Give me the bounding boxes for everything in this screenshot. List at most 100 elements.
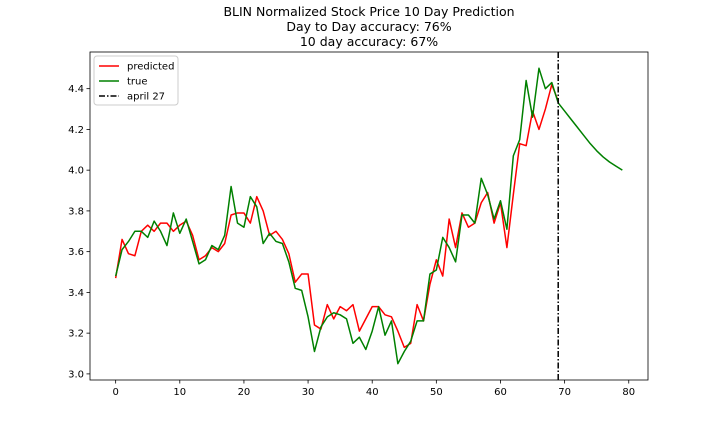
data-point-true xyxy=(505,228,508,231)
data-point-predicted xyxy=(537,128,540,131)
data-point-true xyxy=(435,268,438,271)
data-point-true xyxy=(287,260,290,263)
data-point-true xyxy=(204,258,207,261)
data-point-predicted xyxy=(274,230,277,233)
data-point-predicted xyxy=(358,330,361,333)
data-point-true xyxy=(416,319,419,322)
data-point-true xyxy=(582,134,585,137)
data-point-true xyxy=(390,319,393,322)
legend-label-true: true xyxy=(127,77,148,88)
data-point-predicted xyxy=(326,303,329,306)
data-point-true xyxy=(550,81,553,84)
x-tick-label: 30 xyxy=(302,387,315,398)
data-point-true xyxy=(563,109,566,112)
data-point-predicted xyxy=(364,317,367,320)
data-point-predicted xyxy=(281,238,284,241)
data-point-predicted xyxy=(255,195,258,198)
plot-area xyxy=(114,52,624,380)
data-point-true xyxy=(165,244,168,247)
data-point-predicted xyxy=(371,305,374,308)
data-point-true xyxy=(358,336,361,339)
data-point-true xyxy=(422,319,425,322)
data-point-true xyxy=(537,67,540,70)
data-point-true xyxy=(153,219,156,222)
data-point-predicted xyxy=(351,303,354,306)
y-tick-label: 3.4 xyxy=(68,288,84,299)
data-point-true xyxy=(409,340,412,343)
data-point-true xyxy=(223,234,226,237)
data-point-true xyxy=(480,177,483,180)
x-tick-label: 70 xyxy=(558,387,571,398)
data-point-true xyxy=(454,260,457,263)
data-point-true xyxy=(473,222,476,225)
data-point-predicted xyxy=(332,317,335,320)
data-point-predicted xyxy=(300,272,303,275)
data-point-true xyxy=(140,230,143,233)
data-point-predicted xyxy=(345,309,348,312)
data-point-true xyxy=(326,315,329,318)
x-tick-label: 80 xyxy=(622,387,635,398)
series-line-true xyxy=(114,67,623,365)
data-point-predicted xyxy=(467,226,470,229)
data-point-predicted xyxy=(544,107,547,110)
chart-title: BLIN Normalized Stock Price 10 Day Predi… xyxy=(223,4,514,19)
data-point-true xyxy=(621,169,624,172)
data-point-true xyxy=(383,334,386,337)
data-point-true xyxy=(512,154,515,157)
data-point-predicted xyxy=(505,246,508,249)
data-point-true xyxy=(146,236,149,239)
data-point-true xyxy=(460,213,463,216)
y-tick-label: 4.4 xyxy=(68,84,84,95)
data-point-predicted xyxy=(133,254,136,257)
data-point-predicted xyxy=(313,323,316,326)
data-point-true xyxy=(249,195,252,198)
chart-subtitle-day-accuracy: Day to Day accuracy: 76% xyxy=(286,19,451,34)
data-point-predicted xyxy=(159,222,162,225)
data-point-predicted xyxy=(230,213,233,216)
data-point-predicted xyxy=(306,272,309,275)
data-point-true xyxy=(602,155,605,158)
axes: 0 10 20 30 40 50 60 70 80 3.0 3.2 3.4 3.6 3.8 4.0 4.2 4.… xyxy=(68,51,649,398)
data-point-true xyxy=(255,205,258,208)
data-point-true xyxy=(313,350,316,353)
data-point-predicted xyxy=(242,211,245,214)
data-point-true xyxy=(518,138,521,141)
data-point-predicted xyxy=(165,222,168,225)
data-point-true xyxy=(492,217,495,220)
y-tick-label: 4.2 xyxy=(68,125,84,136)
data-point-true xyxy=(396,362,399,365)
data-point-true xyxy=(339,313,342,316)
data-point-true xyxy=(608,160,611,163)
data-point-true xyxy=(345,317,348,320)
chart-subtitle-ten-day-accuracy: 10 day accuracy: 67% xyxy=(300,34,438,49)
data-point-true xyxy=(114,275,117,278)
data-point-true xyxy=(467,213,470,216)
data-point-true xyxy=(185,217,188,220)
data-point-true xyxy=(230,185,233,188)
data-point-true xyxy=(351,342,354,345)
data-point-true xyxy=(569,118,572,121)
data-point-true xyxy=(236,222,239,225)
data-point-true xyxy=(589,142,592,145)
data-point-predicted xyxy=(287,252,290,255)
data-point-predicted xyxy=(390,315,393,318)
y-tick-label: 3.8 xyxy=(68,206,84,217)
x-tick-label: 20 xyxy=(238,387,251,398)
data-point-predicted xyxy=(448,217,451,220)
data-point-predicted xyxy=(223,242,226,245)
data-point-true xyxy=(428,272,431,275)
data-point-predicted xyxy=(416,303,419,306)
data-point-true xyxy=(159,230,162,233)
axes-frame xyxy=(89,51,649,381)
y-tick-label: 3.6 xyxy=(68,247,84,258)
data-point-true xyxy=(364,348,367,351)
data-point-true xyxy=(274,240,277,243)
y-tick-label: 4.0 xyxy=(68,166,84,177)
data-point-true xyxy=(499,199,502,202)
data-point-predicted xyxy=(178,224,181,227)
y-tick-label: 3.2 xyxy=(68,329,84,340)
data-point-true xyxy=(242,226,245,229)
data-point-true xyxy=(544,87,547,90)
data-point-true xyxy=(531,116,534,119)
